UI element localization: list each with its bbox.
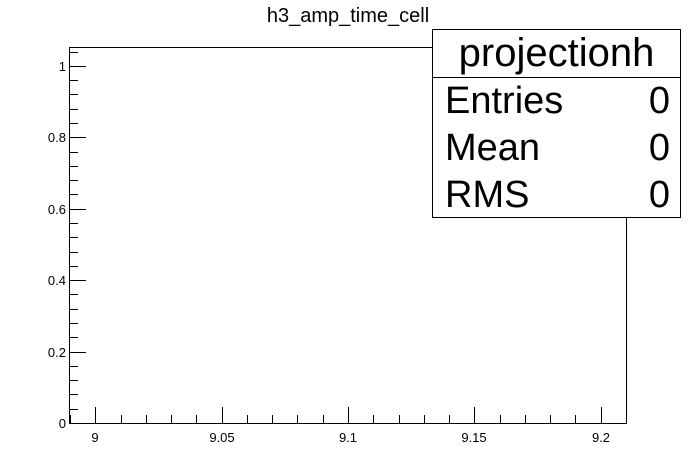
y-tick-label: 0.4 <box>48 273 66 288</box>
x-tick-label: 9.15 <box>461 430 486 445</box>
y-tick-label: 0 <box>59 416 66 431</box>
x-tick-label: 9.2 <box>592 430 610 445</box>
stats-mean-label: Mean <box>445 127 541 169</box>
stats-rms-value: 0 <box>648 174 670 216</box>
stats-row-mean: Mean 0 <box>433 125 680 172</box>
stats-title: projectionh <box>433 30 680 78</box>
y-axis: 0 0.2 0.4 0.6 0.8 1 <box>48 52 86 431</box>
stats-box: projectionh Entries 0 Mean 0 RMS 0 <box>432 29 681 218</box>
stats-row-rms: RMS 0 <box>433 172 680 219</box>
stats-rms-label: RMS <box>445 174 530 216</box>
stats-row-entries: Entries 0 <box>433 78 680 125</box>
y-tick-label: 0.6 <box>48 202 66 217</box>
x-tick-label: 9 <box>91 430 98 445</box>
x-tick-label: 9.05 <box>209 430 234 445</box>
y-tick-label: 0.8 <box>48 130 66 145</box>
plot-frame <box>69 47 627 424</box>
y-tick-label: 1 <box>59 59 66 74</box>
stats-mean-value: 0 <box>648 127 670 169</box>
y-tick-label: 0.2 <box>48 345 66 360</box>
chart-title: h3_amp_time_cell <box>267 5 429 27</box>
x-axis: 9 9.05 9.1 9.15 9.2 <box>70 407 627 445</box>
stats-entries-label: Entries <box>445 80 564 122</box>
x-tick-label: 9.1 <box>339 430 357 445</box>
stats-entries-value: 0 <box>648 80 670 122</box>
